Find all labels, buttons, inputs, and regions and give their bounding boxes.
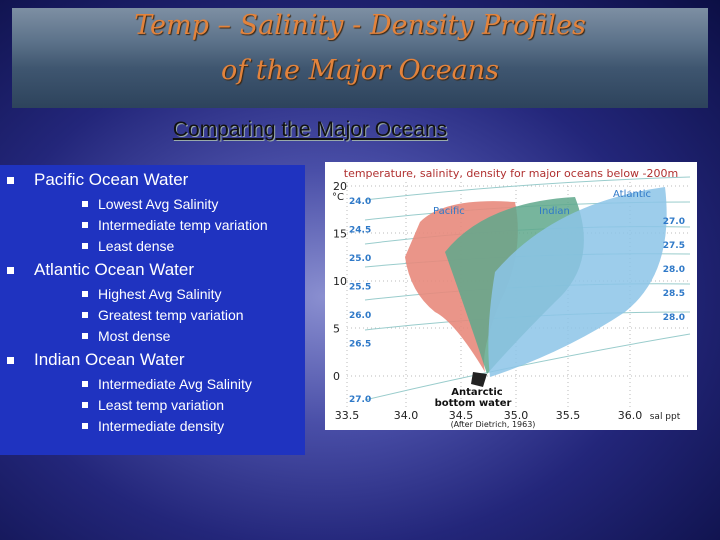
atlantic-region <box>488 187 667 377</box>
density-label: 24.5 <box>349 226 371 236</box>
density-label: 25.5 <box>349 283 371 293</box>
bullet-text: Indian Ocean Water <box>34 350 185 369</box>
density-label: 25.0 <box>349 254 371 264</box>
bullet-text: Atlantic Ocean Water <box>34 260 194 279</box>
bullet-box <box>0 165 305 455</box>
sub-bullet-text: Lowest Avg Salinity <box>98 196 219 212</box>
bullet-marker <box>7 267 14 274</box>
sub-bullet-marker <box>82 201 88 207</box>
density-label: 27.0 <box>663 217 685 227</box>
title-line: Temp – Salinity - Density Profiles <box>134 10 586 41</box>
sub-bullet-text: Intermediate Avg Salinity <box>98 376 252 392</box>
source-note: (After Dietrich, 1963) <box>451 420 536 429</box>
sub-bullet-text: Most dense <box>98 328 171 344</box>
y-tick-label: 20 <box>333 180 347 193</box>
y-tick-label: 5 <box>333 323 340 336</box>
bottom-water-mark <box>471 372 487 387</box>
bullet-text: Pacific Ocean Water <box>34 170 189 189</box>
region-label: Pacific <box>433 206 465 217</box>
sub-bullet-marker <box>82 222 88 228</box>
sub-bullet-text: Intermediate density <box>98 418 225 434</box>
y-tick-label: 0 <box>333 370 340 383</box>
sub-bullet-text: Least dense <box>98 238 175 254</box>
sub-bullet-marker <box>82 381 88 387</box>
x-tick-label: 35.5 <box>556 409 581 422</box>
y-tick-label: 10 <box>333 275 347 288</box>
y-unit: °C <box>332 192 344 203</box>
sub-bullet-marker <box>82 243 88 249</box>
density-label: 26.5 <box>349 340 371 350</box>
title-line: of the Major Oceans <box>220 55 500 86</box>
x-tick-label: 35.0 <box>504 409 529 422</box>
sub-bullet-text: Greatest temp variation <box>98 307 244 323</box>
y-tick-label: 15 <box>333 228 347 241</box>
sub-bullet-text: Intermediate temp variation <box>98 217 268 233</box>
region-label: Indian <box>539 206 570 217</box>
sub-bullet-marker <box>82 333 88 339</box>
subtitle: Comparing the Major Oceans <box>172 118 448 141</box>
x-tick-label: 36.0 <box>618 409 643 422</box>
density-label: 27.5 <box>663 241 685 251</box>
density-label: 28.5 <box>663 289 685 299</box>
header-banner <box>12 8 708 108</box>
bullet-marker <box>7 177 14 184</box>
density-label: 28.0 <box>663 313 685 323</box>
sub-bullet-text: Least temp variation <box>98 397 225 413</box>
sub-bullet-text: Highest Avg Salinity <box>98 286 222 302</box>
ts-diagram: temperature, salinity, density for major… <box>332 167 691 429</box>
x-tick-label: 33.5 <box>335 409 360 422</box>
bullet-marker <box>7 357 14 364</box>
figure: temperature, salinity, density for major… <box>325 162 697 430</box>
figure-title: temperature, salinity, density for major… <box>344 167 678 180</box>
region-label: Atlantic <box>613 189 651 200</box>
density-label: 24.0 <box>349 197 371 207</box>
x-tick-label: 34.5 <box>449 409 474 422</box>
x-tick-label: 34.0 <box>394 409 419 422</box>
annotation: Antarctic <box>451 387 502 398</box>
density-label: 26.0 <box>349 311 371 321</box>
annotation: bottom water <box>435 398 512 409</box>
density-label: 27.0 <box>349 395 371 405</box>
sub-bullet-marker <box>82 423 88 429</box>
sub-bullet-marker <box>82 312 88 318</box>
sub-bullet-marker <box>82 291 88 297</box>
sub-bullet-marker <box>82 402 88 408</box>
density-label: 28.0 <box>663 265 685 275</box>
x-unit: sal ppt <box>650 412 681 422</box>
